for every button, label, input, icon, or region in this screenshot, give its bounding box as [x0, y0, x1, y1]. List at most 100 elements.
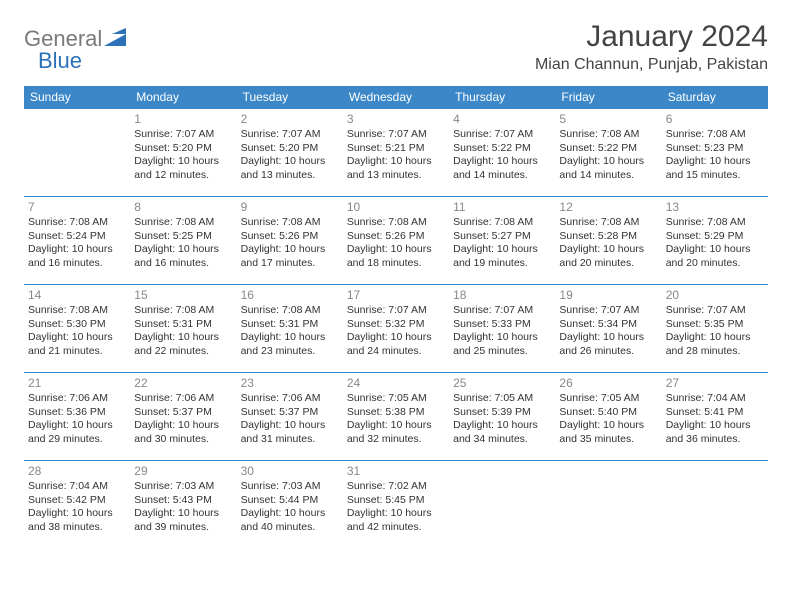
- sunrise-text: Sunrise: 7:07 AM: [347, 304, 445, 317]
- daylight-text: Daylight: 10 hours and 14 minutes.: [453, 155, 551, 182]
- calendar-cell: 3Sunrise: 7:07 AMSunset: 5:21 PMDaylight…: [343, 109, 449, 197]
- daylight-text: Daylight: 10 hours and 15 minutes.: [666, 155, 764, 182]
- sunset-text: Sunset: 5:37 PM: [241, 406, 339, 419]
- daylight-text: Daylight: 10 hours and 23 minutes.: [241, 331, 339, 358]
- daylight-text: Daylight: 10 hours and 19 minutes.: [453, 243, 551, 270]
- calendar-cell: 17Sunrise: 7:07 AMSunset: 5:32 PMDayligh…: [343, 285, 449, 373]
- day-number: 4: [453, 112, 551, 127]
- sunrise-text: Sunrise: 7:04 AM: [666, 392, 764, 405]
- day-number: 6: [666, 112, 764, 127]
- sunrise-text: Sunrise: 7:08 AM: [241, 304, 339, 317]
- day-header: Monday: [130, 86, 236, 109]
- sunrise-text: Sunrise: 7:08 AM: [134, 304, 232, 317]
- calendar-cell: 10Sunrise: 7:08 AMSunset: 5:26 PMDayligh…: [343, 197, 449, 285]
- day-header: Thursday: [449, 86, 555, 109]
- daylight-text: Daylight: 10 hours and 24 minutes.: [347, 331, 445, 358]
- calendar-row: 28Sunrise: 7:04 AMSunset: 5:42 PMDayligh…: [24, 461, 768, 549]
- sunset-text: Sunset: 5:28 PM: [559, 230, 657, 243]
- daylight-text: Daylight: 10 hours and 21 minutes.: [28, 331, 126, 358]
- sunrise-text: Sunrise: 7:08 AM: [666, 216, 764, 229]
- daylight-text: Daylight: 10 hours and 12 minutes.: [134, 155, 232, 182]
- sunset-text: Sunset: 5:34 PM: [559, 318, 657, 331]
- day-header: Friday: [555, 86, 661, 109]
- calendar-row: 7Sunrise: 7:08 AMSunset: 5:24 PMDaylight…: [24, 197, 768, 285]
- sunrise-text: Sunrise: 7:06 AM: [241, 392, 339, 405]
- calendar-page: General January 2024 Mian Channun, Punja…: [0, 0, 792, 569]
- day-number: 20: [666, 288, 764, 303]
- daylight-text: Daylight: 10 hours and 17 minutes.: [241, 243, 339, 270]
- day-number: 25: [453, 376, 551, 391]
- sunset-text: Sunset: 5:29 PM: [666, 230, 764, 243]
- sunset-text: Sunset: 5:44 PM: [241, 494, 339, 507]
- logo-text-blue: Blue: [38, 48, 82, 73]
- title-block: January 2024 Mian Channun, Punjab, Pakis…: [535, 20, 768, 74]
- day-number: 28: [28, 464, 126, 479]
- sunset-text: Sunset: 5:26 PM: [241, 230, 339, 243]
- calendar-cell: 23Sunrise: 7:06 AMSunset: 5:37 PMDayligh…: [237, 373, 343, 461]
- calendar-cell: 20Sunrise: 7:07 AMSunset: 5:35 PMDayligh…: [662, 285, 768, 373]
- day-number: 7: [28, 200, 126, 215]
- day-number: 13: [666, 200, 764, 215]
- day-number: 24: [347, 376, 445, 391]
- sunset-text: Sunset: 5:38 PM: [347, 406, 445, 419]
- calendar-cell: 1Sunrise: 7:07 AMSunset: 5:20 PMDaylight…: [130, 109, 236, 197]
- sunrise-text: Sunrise: 7:07 AM: [559, 304, 657, 317]
- calendar-row: 14Sunrise: 7:08 AMSunset: 5:30 PMDayligh…: [24, 285, 768, 373]
- daylight-text: Daylight: 10 hours and 25 minutes.: [453, 331, 551, 358]
- calendar-cell: [449, 461, 555, 549]
- day-number: 14: [28, 288, 126, 303]
- sunrise-text: Sunrise: 7:06 AM: [28, 392, 126, 405]
- sunrise-text: Sunrise: 7:08 AM: [666, 128, 764, 141]
- calendar-cell: 14Sunrise: 7:08 AMSunset: 5:30 PMDayligh…: [24, 285, 130, 373]
- sunset-text: Sunset: 5:24 PM: [28, 230, 126, 243]
- sunrise-text: Sunrise: 7:03 AM: [241, 480, 339, 493]
- sunrise-text: Sunrise: 7:07 AM: [666, 304, 764, 317]
- sunset-text: Sunset: 5:26 PM: [347, 230, 445, 243]
- day-number: 27: [666, 376, 764, 391]
- day-header: Tuesday: [237, 86, 343, 109]
- sunset-text: Sunset: 5:20 PM: [134, 142, 232, 155]
- day-number: 29: [134, 464, 232, 479]
- daylight-text: Daylight: 10 hours and 13 minutes.: [241, 155, 339, 182]
- daylight-text: Daylight: 10 hours and 40 minutes.: [241, 507, 339, 534]
- daylight-text: Daylight: 10 hours and 18 minutes.: [347, 243, 445, 270]
- sunset-text: Sunset: 5:20 PM: [241, 142, 339, 155]
- calendar-cell: 18Sunrise: 7:07 AMSunset: 5:33 PMDayligh…: [449, 285, 555, 373]
- daylight-text: Daylight: 10 hours and 26 minutes.: [559, 331, 657, 358]
- day-number: 11: [453, 200, 551, 215]
- daylight-text: Daylight: 10 hours and 38 minutes.: [28, 507, 126, 534]
- day-number: 2: [241, 112, 339, 127]
- calendar-cell: 13Sunrise: 7:08 AMSunset: 5:29 PMDayligh…: [662, 197, 768, 285]
- daylight-text: Daylight: 10 hours and 16 minutes.: [134, 243, 232, 270]
- calendar-cell: 26Sunrise: 7:05 AMSunset: 5:40 PMDayligh…: [555, 373, 661, 461]
- sunset-text: Sunset: 5:39 PM: [453, 406, 551, 419]
- daylight-text: Daylight: 10 hours and 16 minutes.: [28, 243, 126, 270]
- sunrise-text: Sunrise: 7:07 AM: [241, 128, 339, 141]
- daylight-text: Daylight: 10 hours and 28 minutes.: [666, 331, 764, 358]
- calendar-cell: 29Sunrise: 7:03 AMSunset: 5:43 PMDayligh…: [130, 461, 236, 549]
- sunrise-text: Sunrise: 7:07 AM: [347, 128, 445, 141]
- day-number: 30: [241, 464, 339, 479]
- calendar-cell: 15Sunrise: 7:08 AMSunset: 5:31 PMDayligh…: [130, 285, 236, 373]
- sunrise-text: Sunrise: 7:03 AM: [134, 480, 232, 493]
- sunset-text: Sunset: 5:43 PM: [134, 494, 232, 507]
- sunset-text: Sunset: 5:35 PM: [666, 318, 764, 331]
- sunrise-text: Sunrise: 7:08 AM: [559, 128, 657, 141]
- calendar-cell: 4Sunrise: 7:07 AMSunset: 5:22 PMDaylight…: [449, 109, 555, 197]
- calendar-cell: 12Sunrise: 7:08 AMSunset: 5:28 PMDayligh…: [555, 197, 661, 285]
- sunset-text: Sunset: 5:22 PM: [453, 142, 551, 155]
- sunset-text: Sunset: 5:42 PM: [28, 494, 126, 507]
- calendar-cell: 24Sunrise: 7:05 AMSunset: 5:38 PMDayligh…: [343, 373, 449, 461]
- sunset-text: Sunset: 5:21 PM: [347, 142, 445, 155]
- sunset-text: Sunset: 5:36 PM: [28, 406, 126, 419]
- sunset-text: Sunset: 5:31 PM: [241, 318, 339, 331]
- sunset-text: Sunset: 5:31 PM: [134, 318, 232, 331]
- calendar-cell: 31Sunrise: 7:02 AMSunset: 5:45 PMDayligh…: [343, 461, 449, 549]
- day-number: 19: [559, 288, 657, 303]
- daylight-text: Daylight: 10 hours and 22 minutes.: [134, 331, 232, 358]
- sunrise-text: Sunrise: 7:08 AM: [28, 216, 126, 229]
- calendar-cell: 19Sunrise: 7:07 AMSunset: 5:34 PMDayligh…: [555, 285, 661, 373]
- sunset-text: Sunset: 5:41 PM: [666, 406, 764, 419]
- day-number: 18: [453, 288, 551, 303]
- daylight-text: Daylight: 10 hours and 31 minutes.: [241, 419, 339, 446]
